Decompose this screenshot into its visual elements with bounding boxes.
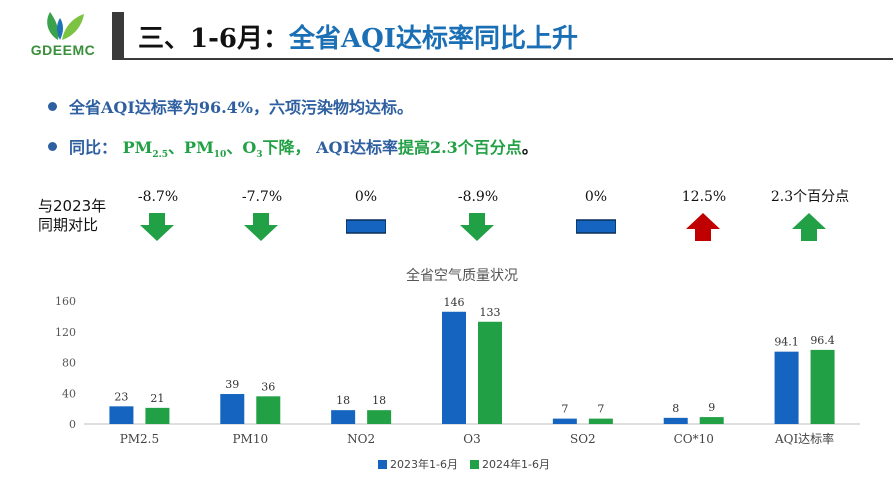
data-label: 21 [150,392,164,405]
y-tick-label: 40 [62,387,76,400]
leaf-logo-icon [47,12,84,40]
bar [774,351,799,424]
bullet-2-pollutants: PM2.5、PM10、O3下降， [122,138,311,161]
x-tick-label: AQI达标率 [774,431,834,446]
bullet-2-prefix: 同比： [69,138,118,157]
chart-title: 全省空气质量状况 [406,267,518,284]
bar [256,396,281,424]
comparison-label: 与2023年 同期对比 [38,197,106,235]
comparison-value: 0% [354,189,378,205]
sep-2: 、 [226,138,243,157]
legend-swatch [378,460,387,469]
comparison-item: -8.7% [118,188,198,242]
comparison-item: 12.5% [664,188,744,242]
o3-sub: 3 [256,150,263,161]
data-label: 23 [114,390,128,403]
bullet-1-text: 全省AQI达标率为96.4%，六项污染物均达标。 [69,98,414,117]
logo: GDEEMC [22,6,104,60]
arrow-down-icon [140,213,174,241]
title-underline [112,58,893,60]
logo-text: GDEEMC [30,42,96,58]
bullet-2: 同比： PM2.5、PM10、O3下降， AQI达标率提高2.3个百分点。 [48,134,538,160]
bar [220,394,245,424]
y-tick-label: 160 [55,295,76,308]
x-tick-label: PM2.5 [120,432,159,446]
y-tick-label: 120 [55,326,76,339]
air-quality-chart: 全省空气质量状况 0 40 80 120 160 PM2.5 23 21 PM10 39 36 NO2 1… [55,267,860,471]
title-main: 全省AQI达标率同比上升 [288,24,578,54]
data-label: 94.1 [774,336,799,349]
legend-label: 2023年1-6月 [390,457,458,471]
arrow-down-icon [244,213,278,241]
bar [442,311,466,424]
data-label: 96.4 [810,334,835,347]
bar [109,406,134,424]
bar [478,321,502,424]
arrow-up-icon [792,213,826,241]
legend-label: 2024年1-6月 [482,457,550,471]
bar [145,407,170,424]
bullet-1: 全省AQI达标率为96.4%，六项污染物均达标。 [48,94,413,118]
comparison-label-line1: 与2023年 [38,197,107,215]
bar [367,410,392,424]
comparison-value: 2.3个百分点 [770,189,850,205]
pm25-text: PM [122,138,153,157]
y-tick-label: 80 [62,357,76,370]
flat-bar-icon [346,219,386,234]
comparison-value: -8.7% [137,189,179,205]
sep-1: 、 [168,138,185,157]
y-tick-label: 0 [69,418,76,431]
aqi-text: AQI达标率 [316,138,398,157]
comparison-value: 0% [584,189,608,205]
aqi-up-text: 提高2.3个百分点 [397,138,522,157]
comparison-item: -7.7% [222,188,302,242]
bar [699,417,724,424]
o3-text: O [242,138,257,157]
x-tick-label: O3 [463,432,480,446]
x-tick-label: SO2 [570,432,596,446]
comparison-item: 0% [326,188,406,242]
comparison-value: -8.9% [457,189,499,205]
data-label: 9 [708,401,715,414]
down-text: 下降， [262,138,311,157]
data-label: 39 [225,378,239,391]
bullet-dot-icon [48,102,57,111]
page-title: 三、1-6月：全省AQI达标率同比上升 [138,18,578,55]
pm10-sub: 10 [213,150,227,161]
x-tick-label: PM10 [232,432,268,446]
comparison-item: 2.3个百分点 [770,188,850,242]
title-prefix: 三、1-6月： [138,24,289,54]
flat-bar-icon [576,219,616,234]
comparison-item: -8.9% [438,188,518,242]
data-label: 18 [372,394,386,407]
pm10-text: PM [184,138,214,157]
data-label: 133 [480,306,501,319]
data-label: 7 [561,403,568,416]
title-accent-bar [112,12,124,60]
arrow-up-icon [686,213,720,241]
bar [331,410,356,424]
data-label: 18 [336,394,350,407]
comparison-value: 12.5% [681,189,727,205]
data-label: 7 [597,403,604,416]
pm25-sub: 2.5 [152,150,169,161]
comparison-item: 0% [556,188,636,242]
data-label: 8 [672,402,679,415]
bullet-2-end: 。 [521,138,538,157]
bar [588,418,613,424]
bar [810,349,835,424]
comparison-value: -7.7% [241,189,283,205]
data-label: 36 [261,380,275,393]
bar [663,417,688,424]
legend-swatch [470,460,479,469]
x-tick-label: CO*10 [674,432,714,446]
data-label: 146 [444,296,465,309]
bullet-dot-icon [48,142,57,151]
comparison-label-line2: 同期对比 [38,216,99,234]
arrow-down-icon [460,213,494,241]
x-tick-label: NO2 [347,432,375,446]
bar [552,418,577,424]
